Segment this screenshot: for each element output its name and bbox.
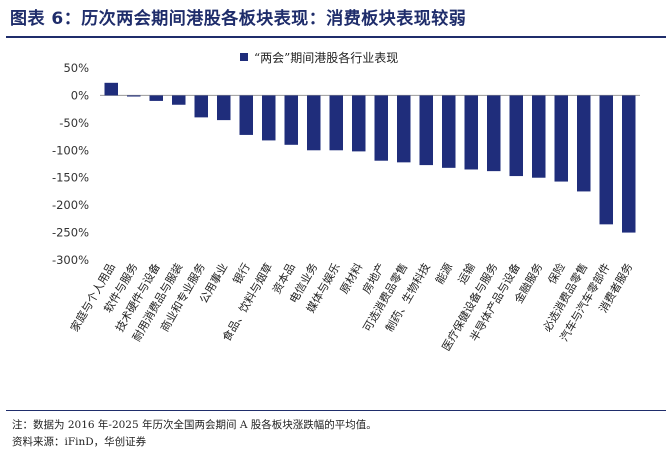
bar bbox=[284, 95, 298, 145]
bar bbox=[554, 95, 568, 182]
footnote: 注：数据为 2016 年-2025 年历次全国两会期间 A 股各板块涨跌幅的平均… bbox=[12, 419, 377, 431]
bar bbox=[464, 95, 478, 170]
bar bbox=[194, 95, 208, 118]
bar bbox=[352, 95, 366, 152]
bar bbox=[239, 95, 253, 135]
bar bbox=[104, 82, 118, 96]
bar bbox=[307, 95, 321, 151]
y-axis: 50% 0% -50% -100% -150% -200% -250% -300% bbox=[52, 61, 89, 267]
bar bbox=[172, 95, 186, 105]
legend-label: “两会”期间港股各行业表现 bbox=[254, 50, 398, 65]
figure-title: 图表 6：历次两会期间港股各板块表现：消费板块表现较弱 bbox=[10, 9, 467, 29]
y-tick-label: -200% bbox=[52, 198, 89, 212]
bar bbox=[487, 95, 501, 172]
bar bbox=[622, 95, 636, 233]
bar bbox=[127, 95, 141, 97]
x-tick-label: 运输 bbox=[455, 261, 478, 287]
bar-chart: “两会”期间港股各行业表现 50% 0% -50% -100% -150% -200% -2… bbox=[52, 50, 640, 354]
bar bbox=[397, 95, 411, 163]
legend: “两会”期间港股各行业表现 bbox=[240, 50, 398, 65]
y-tick-label: -300% bbox=[52, 253, 89, 267]
bar bbox=[577, 95, 591, 192]
x-tick-label: 能源 bbox=[432, 261, 455, 287]
legend-swatch bbox=[240, 53, 248, 61]
y-tick-label: 0% bbox=[71, 88, 89, 102]
bar bbox=[262, 95, 276, 141]
bar bbox=[217, 95, 231, 121]
y-tick-label: -150% bbox=[52, 171, 89, 185]
bar bbox=[329, 95, 343, 151]
bar bbox=[149, 95, 163, 101]
bar bbox=[532, 95, 546, 178]
bar bbox=[374, 95, 388, 161]
top-divider bbox=[6, 36, 666, 38]
bar bbox=[509, 95, 523, 177]
y-tick-label: -50% bbox=[59, 116, 89, 130]
y-tick-label: -250% bbox=[52, 226, 89, 240]
y-tick-label: 50% bbox=[63, 61, 89, 75]
bottom-divider bbox=[6, 410, 666, 411]
bar bbox=[419, 95, 433, 166]
source-line: 资料来源：iFinD，华创证券 bbox=[12, 436, 147, 448]
y-tick-label: -100% bbox=[52, 143, 89, 157]
bar bbox=[442, 95, 456, 168]
x-tick-label: 保险 bbox=[545, 261, 568, 287]
x-tick-label: 银行 bbox=[230, 261, 253, 287]
bar bbox=[599, 95, 613, 225]
bars bbox=[104, 82, 636, 233]
